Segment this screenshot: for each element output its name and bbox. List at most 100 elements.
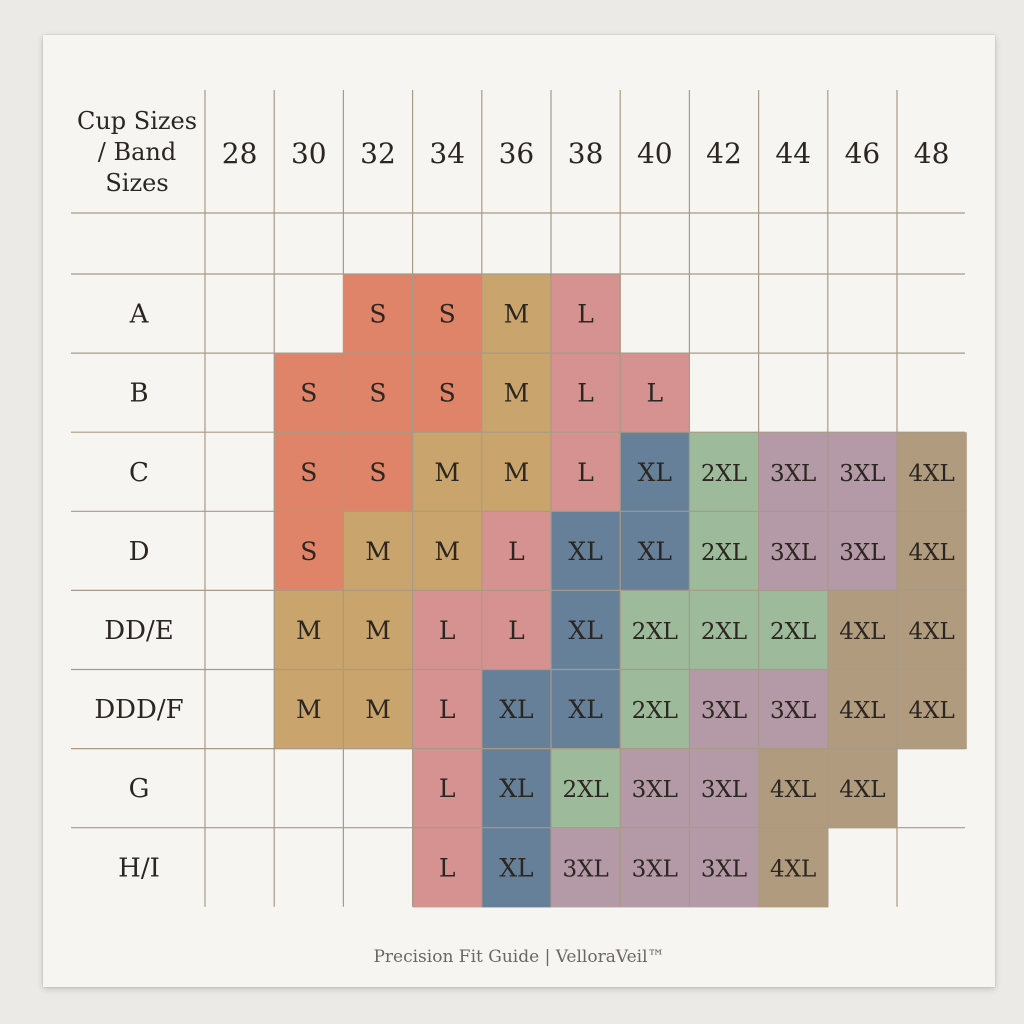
size-cell-h-i-44 — [758, 827, 829, 908]
band-size-header-30: 30 — [291, 137, 327, 170]
footer-caption: Precision Fit Guide | VelloraVeil™ — [373, 947, 665, 967]
size-cell-label: M — [365, 616, 391, 645]
size-cell-c-42 — [689, 432, 760, 512]
size-cell-label: XL — [499, 853, 533, 882]
size-cell-g-38 — [551, 748, 621, 829]
size-cell-d-30 — [274, 511, 344, 591]
size-cell-label: 3XL — [770, 540, 816, 566]
size-cell-g-44 — [758, 748, 829, 829]
size-cell-dd-e-30 — [274, 590, 344, 671]
size-cell-d-48 — [897, 511, 967, 591]
band-size-header-40: 40 — [637, 137, 673, 170]
size-cell-label: 3XL — [839, 540, 885, 566]
size-cell-g-34 — [412, 748, 483, 829]
size-cell-ddd-f-30 — [274, 669, 344, 750]
corner-header: Cup Sizes / Band Sizes — [77, 107, 197, 197]
band-size-header-42: 42 — [706, 137, 742, 170]
size-cell-label: M — [296, 695, 322, 724]
size-cell-label: 2XL — [632, 619, 678, 645]
size-cell-dd-e-44 — [758, 590, 829, 671]
band-size-header-48: 48 — [914, 137, 950, 170]
size-cell-label: 3XL — [632, 777, 678, 803]
size-cell-h-i-42 — [689, 827, 760, 908]
size-cell-ddd-f-40 — [620, 669, 690, 750]
size-cell-label: S — [369, 379, 386, 408]
band-size-header-28: 28 — [222, 137, 258, 170]
size-cell-dd-e-48 — [897, 590, 967, 671]
cup-size-labels: A B C D DD/E DDD/F G H/I — [94, 300, 183, 884]
size-cell-label: S — [300, 537, 317, 566]
band-size-header-32: 32 — [360, 137, 396, 170]
size-cell-label: XL — [568, 695, 602, 724]
size-cell-label: 4XL — [839, 619, 885, 645]
size-cell-h-i-34 — [412, 827, 483, 908]
corner-header-line: Cup Sizes — [77, 107, 197, 135]
size-cell-label: M — [434, 458, 460, 487]
size-cell-d-36 — [481, 511, 552, 591]
size-cell-b-38 — [551, 353, 621, 433]
size-cell-label: XL — [568, 616, 602, 645]
size-cell-dd-e-46 — [827, 590, 898, 671]
band-size-header-38: 38 — [568, 137, 604, 170]
size-cell-label: 2XL — [701, 540, 747, 566]
size-cell-c-34 — [412, 432, 483, 512]
size-cell-c-46 — [827, 432, 898, 512]
size-cell-d-38 — [551, 511, 621, 591]
size-cell-label: M — [504, 458, 530, 487]
size-cell-g-36 — [481, 748, 552, 829]
size-cell-label: S — [439, 379, 456, 408]
size-cell-dd-e-42 — [689, 590, 760, 671]
band-size-headers: 28 30 32 34 36 38 40 42 44 46 48 — [222, 137, 950, 170]
size-cell-label: 4XL — [839, 777, 885, 803]
size-cell-label: 3XL — [770, 461, 816, 487]
size-cell-c-32 — [343, 432, 414, 512]
size-cell-label: L — [439, 616, 456, 645]
size-cell-label: M — [434, 537, 460, 566]
size-cell-label: L — [439, 774, 456, 803]
band-size-header-36: 36 — [499, 137, 535, 170]
size-cell-label: 4XL — [908, 540, 954, 566]
size-cell-dd-e-40 — [620, 590, 690, 671]
size-cell-dd-e-34 — [412, 590, 483, 671]
cup-size-label-ddd-f: DDD/F — [94, 695, 183, 725]
size-cell-c-44 — [758, 432, 829, 512]
size-cell-ddd-f-44 — [758, 669, 829, 750]
size-cell-label: L — [577, 458, 594, 487]
band-size-header-44: 44 — [775, 137, 811, 170]
size-cell-label: XL — [638, 458, 672, 487]
size-cell-b-40 — [620, 353, 690, 433]
size-cell-ddd-f-32 — [343, 669, 414, 750]
size-cell-label: 3XL — [839, 461, 885, 487]
size-chart: S S M L S S S M L L S S M M L XL 2XL 3XL 3XL 4XL S M M L XL XL 2XL… — [71, 90, 967, 908]
size-cell-label: L — [577, 300, 594, 329]
size-cell-label: L — [646, 379, 663, 408]
size-cell-label: 4XL — [839, 698, 885, 724]
size-cell-label: 2XL — [562, 777, 608, 803]
size-cell-ddd-f-34 — [412, 669, 483, 750]
size-cell-d-32 — [343, 511, 414, 591]
size-cell-ddd-f-38 — [551, 669, 621, 750]
size-cell-label: XL — [499, 695, 533, 724]
size-cell-label: XL — [499, 774, 533, 803]
size-cell-label: 2XL — [632, 698, 678, 724]
size-cell-label: M — [504, 379, 530, 408]
corner-header-line: Sizes — [105, 169, 168, 197]
cup-size-label-b: B — [129, 379, 148, 409]
size-cells: S S M L S S S M L L S S M M L XL 2XL 3XL 3XL 4XL S M M L XL XL 2XL… — [274, 274, 967, 908]
size-cell-label: S — [300, 379, 317, 408]
size-cell-g-46 — [827, 748, 898, 829]
size-cell-ddd-f-42 — [689, 669, 760, 750]
size-cell-label: 2XL — [701, 461, 747, 487]
size-cell-ddd-f-36 — [481, 669, 552, 750]
size-cell-label: 3XL — [701, 698, 747, 724]
size-cell-b-32 — [343, 353, 414, 433]
size-cell-label: S — [369, 300, 386, 329]
size-cell-c-30 — [274, 432, 344, 512]
size-cell-label: L — [577, 379, 594, 408]
corner-header-line: / Band — [98, 138, 176, 166]
size-cell-label: 3XL — [770, 698, 816, 724]
size-cell-d-44 — [758, 511, 829, 591]
size-cell-c-48 — [897, 432, 967, 512]
size-cell-c-38 — [551, 432, 621, 512]
size-cell-ddd-f-46 — [827, 669, 898, 750]
